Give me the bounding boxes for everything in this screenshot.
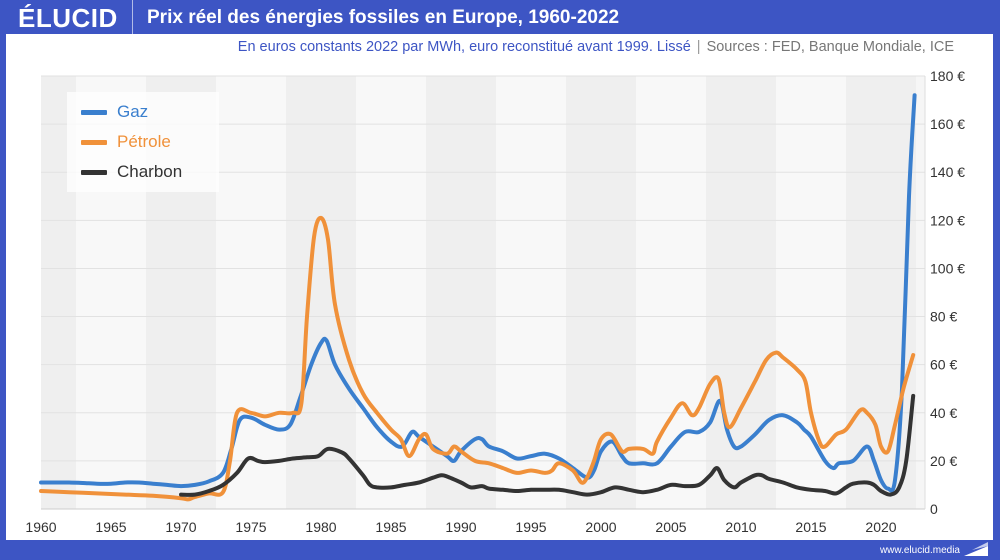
- y-tick-label: 160 €: [930, 116, 965, 132]
- x-tick-label: 1965: [95, 519, 126, 535]
- series-line-petrole: [39, 215, 916, 502]
- chart-title: Prix réel des énergies fossiles en Europ…: [147, 7, 620, 28]
- legend-swatch-charbon: [81, 169, 107, 175]
- y-tick-label: 0: [930, 501, 938, 517]
- y-tick-label: 100 €: [930, 260, 965, 276]
- x-tick-label: 1975: [235, 519, 266, 535]
- x-tick-label: 2000: [585, 519, 616, 535]
- gridlines: [41, 75, 926, 510]
- background-band: [706, 76, 776, 509]
- background-band: [636, 76, 706, 509]
- x-tick-label: 1995: [515, 519, 546, 535]
- y-tick-label: 40 €: [930, 405, 957, 421]
- elucid-mark-icon: [964, 542, 988, 556]
- legend-item-charbon: Charbon: [81, 162, 182, 182]
- background-band: [426, 76, 496, 509]
- background-band: [286, 76, 356, 509]
- legend-swatch-gaz: [81, 109, 107, 115]
- y-tick-label: 180 €: [930, 68, 965, 84]
- background-band: [496, 76, 566, 509]
- legend-label-gaz: Gaz: [117, 102, 149, 121]
- legend-swatch-petrole: [81, 139, 107, 145]
- legend-item-petrole: Pétrole: [81, 132, 171, 152]
- header-divider: [132, 0, 133, 34]
- y-tick-label: 60 €: [930, 357, 957, 373]
- x-tick-label: 1960: [25, 519, 56, 535]
- chart-subtitle: En euros constants 2022 par MWh, euro re…: [238, 38, 954, 56]
- x-tick-label: 1970: [165, 519, 196, 535]
- legend-item-gaz: Gaz: [81, 102, 148, 122]
- legend-label-charbon: Charbon: [117, 162, 183, 181]
- background-band: [356, 76, 426, 509]
- series-line-charbon: [179, 393, 916, 497]
- legend-label-petrole: Pétrole: [117, 132, 171, 151]
- x-tick-label: 1985: [375, 519, 406, 535]
- x-tick-label: 2020: [865, 519, 896, 535]
- header: ÉLUCID Prix réel des énergies fossiles e…: [0, 0, 1000, 34]
- background-band: [216, 76, 286, 509]
- y-tick-label: 120 €: [930, 212, 965, 228]
- x-tick-label: 1990: [445, 519, 476, 535]
- x-tick-label: 1980: [305, 519, 336, 535]
- series-line-gaz: [39, 93, 917, 493]
- legend: Gaz Pétrole Charbon: [67, 92, 219, 192]
- elucid-logo: ÉLUCID: [18, 3, 118, 33]
- sources-text: Sources : FED, Banque Mondiale, ICE: [706, 39, 954, 55]
- series-lines: [39, 93, 917, 502]
- y-tick-label: 80 €: [930, 309, 957, 325]
- y-tick-label: 20 €: [930, 453, 957, 469]
- background-band: [776, 76, 846, 509]
- y-axis-ticks: 0 20 € 40 € 60 € 80 € 100 € 120 € 140 € 160 € 180…: [930, 68, 965, 517]
- x-tick-label: 2005: [655, 519, 686, 535]
- subtitle-separator: |: [696, 39, 701, 55]
- y-tick-label: 140 €: [930, 164, 965, 180]
- x-tick-label: 2015: [795, 519, 826, 535]
- x-axis-ticks: 1960 1965 1970 1975 1980 1985 1990 1995 2000 2005…: [25, 519, 896, 535]
- subtitle-text: En euros constants 2022 par MWh, euro re…: [237, 39, 691, 55]
- x-tick-label: 2010: [725, 519, 756, 535]
- footer-url[interactable]: www.elucid.media: [879, 545, 960, 556]
